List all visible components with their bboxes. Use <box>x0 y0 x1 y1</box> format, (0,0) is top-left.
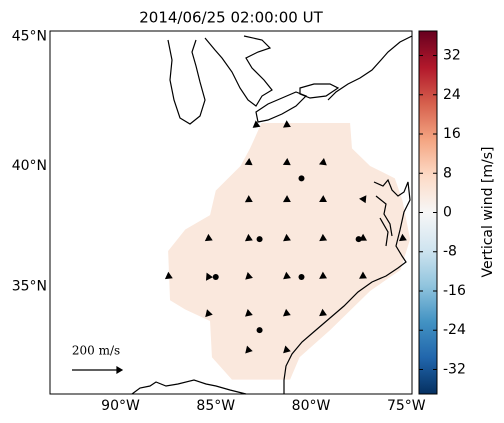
wind-vector <box>282 308 291 317</box>
x-tick-label: 90°W <box>101 398 140 414</box>
station <box>256 327 263 334</box>
reference-arrow-label: 200 m/s <box>72 344 120 358</box>
wind-vector <box>244 195 253 203</box>
wind-vector <box>205 309 213 318</box>
wind-vector <box>283 271 291 280</box>
x-tick-label: 85°W <box>196 398 235 414</box>
wind-vector <box>164 271 173 280</box>
lake-erie <box>255 91 308 123</box>
map-frame <box>49 30 413 395</box>
colorbar-tick-label: -32 <box>443 361 466 377</box>
x-tick-label: 75°W <box>387 398 426 414</box>
colorbar-tick-label: -24 <box>443 322 466 338</box>
lake-huron <box>204 35 273 107</box>
colorbar-tick-label: 32 <box>443 48 461 64</box>
y-tick-label: 45°N <box>12 28 47 44</box>
wind-vector <box>244 157 253 166</box>
wind-vector <box>319 195 327 203</box>
coastlines <box>131 35 413 395</box>
wind-vector <box>204 233 213 242</box>
y-tick-label: 40°N <box>12 158 47 174</box>
colorbar-tick-label: 24 <box>443 87 461 103</box>
reference-arrow <box>72 365 124 375</box>
wind-vector <box>283 233 291 242</box>
wind-vector <box>359 271 367 279</box>
colorbar-tick-label: -16 <box>443 283 466 299</box>
station <box>298 175 305 182</box>
wind-vector <box>245 345 253 354</box>
wind-vector <box>283 345 291 354</box>
wind-vector <box>319 308 327 317</box>
map-title: 2014/06/25 02:00:00 UT <box>139 9 323 27</box>
wind-vector <box>319 271 328 279</box>
lake-ontario <box>299 83 340 99</box>
wind-vector <box>283 120 291 128</box>
x-tick-label: 80°W <box>292 398 331 414</box>
colorbar-tick-label: 8 <box>443 165 452 181</box>
station <box>212 273 219 280</box>
vertical-wind-field <box>168 123 411 380</box>
station <box>298 273 305 280</box>
wind-vector <box>245 308 253 317</box>
station <box>256 236 263 243</box>
station <box>355 236 362 243</box>
wind-vector <box>318 158 327 166</box>
colorbar-tick-label: 0 <box>443 205 452 221</box>
colorbar-tick-label: -8 <box>443 244 457 260</box>
wind-vector <box>205 272 214 281</box>
wind-vector <box>252 120 261 128</box>
lake-michigan <box>167 39 206 125</box>
wind-vector <box>244 233 253 242</box>
y-tick-label: 35°N <box>12 278 47 294</box>
wind-vector <box>245 271 253 280</box>
wind-vector <box>319 233 328 242</box>
wind-vector <box>282 158 291 166</box>
atlantic-coast <box>283 35 413 394</box>
wind-vector <box>359 195 367 204</box>
wind-vector <box>399 233 407 242</box>
colorbar-tick-label: 16 <box>443 126 461 142</box>
gulf-coast <box>131 379 247 395</box>
wind-vector <box>282 195 291 203</box>
colorbar-label: Vertical wind [m/s] <box>480 147 496 278</box>
